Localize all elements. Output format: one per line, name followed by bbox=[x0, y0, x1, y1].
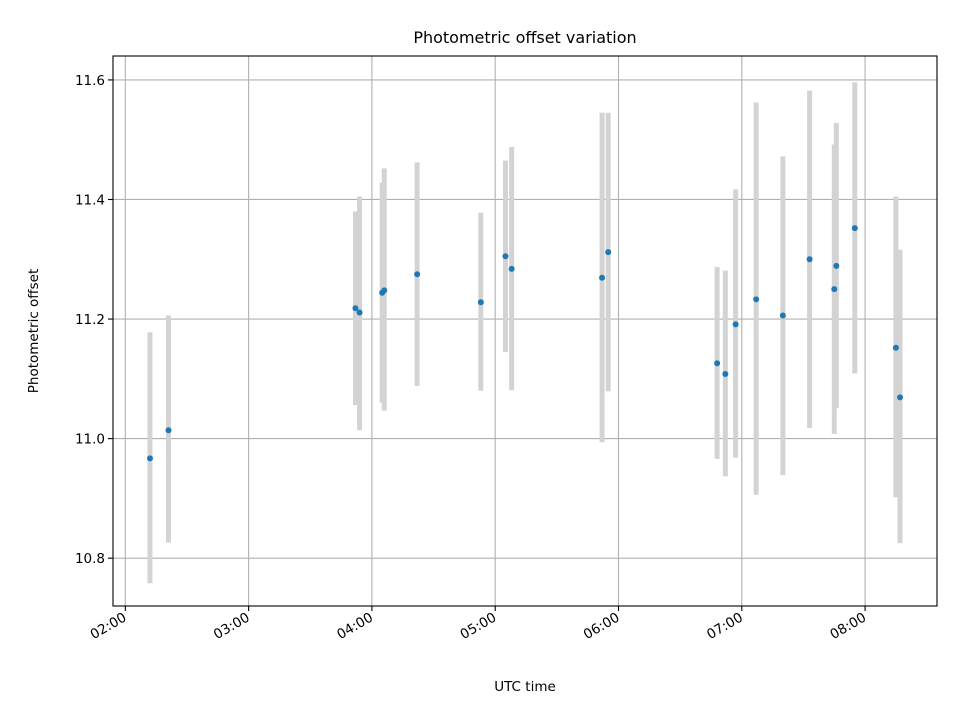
data-point bbox=[356, 309, 363, 316]
data-point bbox=[508, 265, 515, 272]
data-point bbox=[753, 296, 760, 303]
data-point bbox=[502, 253, 509, 260]
data-point bbox=[833, 262, 840, 269]
x-tick-label: 06:00 bbox=[581, 610, 623, 643]
grid-lines bbox=[113, 56, 937, 606]
data-point bbox=[477, 299, 484, 306]
data-point bbox=[892, 344, 899, 351]
x-tick-label: 08:00 bbox=[827, 610, 869, 643]
data-point bbox=[352, 305, 359, 312]
chart-title: Photometric offset variation bbox=[413, 28, 636, 47]
data-point bbox=[605, 249, 612, 256]
x-tick-label: 07:00 bbox=[704, 610, 746, 643]
data-point bbox=[381, 287, 388, 294]
data-point bbox=[732, 321, 739, 328]
data-point bbox=[414, 271, 421, 278]
data-point bbox=[722, 371, 729, 378]
x-tick-label: 04:00 bbox=[334, 610, 376, 643]
data-point bbox=[806, 256, 813, 263]
data-point bbox=[599, 274, 606, 281]
y-tick-label: 11.0 bbox=[75, 432, 105, 448]
data-point bbox=[165, 427, 172, 434]
data-point bbox=[897, 394, 904, 401]
plot-frame bbox=[112, 55, 938, 607]
data-points bbox=[146, 225, 904, 462]
y-tick-label: 11.6 bbox=[75, 73, 105, 89]
y-tick-label: 11.4 bbox=[75, 192, 105, 208]
x-axis-label: UTC time bbox=[494, 679, 556, 695]
data-point bbox=[146, 455, 153, 462]
y-axis-label: Photometric offset bbox=[26, 269, 42, 393]
error-bars bbox=[147, 82, 903, 584]
data-point bbox=[714, 360, 721, 367]
data-point bbox=[779, 312, 786, 319]
y-tick-label: 10.8 bbox=[75, 551, 105, 567]
data-point bbox=[831, 286, 838, 293]
x-tick-label: 05:00 bbox=[458, 610, 500, 643]
data-point bbox=[851, 225, 858, 232]
x-tick-label: 03:00 bbox=[211, 610, 253, 643]
axis-ticks: 02:00 03:00 04:00 05:00 06:00 07:00 08:00 10.8 1… bbox=[75, 73, 869, 643]
x-tick-label: 02:00 bbox=[88, 610, 130, 643]
y-tick-label: 11.2 bbox=[75, 312, 105, 328]
